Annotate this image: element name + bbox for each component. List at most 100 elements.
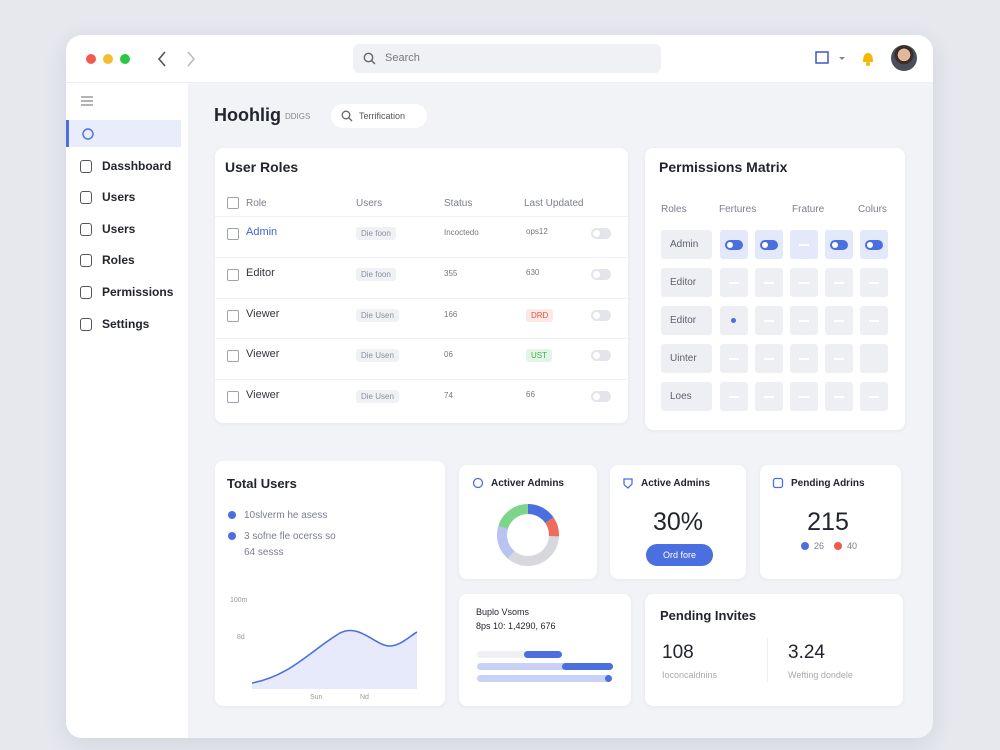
permission-cell[interactable]: [825, 306, 853, 335]
permission-cell[interactable]: [790, 382, 818, 411]
permission-cell[interactable]: [790, 344, 818, 373]
toggle[interactable]: [591, 309, 611, 321]
permission-cell[interactable]: [790, 230, 818, 259]
nav-item[interactable]: Permissions: [102, 284, 174, 299]
nav-item[interactable]: Roles: [102, 253, 135, 268]
status: 166: [444, 309, 458, 319]
sparkline: [251, 629, 418, 689]
permission-cell[interactable]: [860, 230, 888, 259]
close-dot[interactable]: [86, 54, 96, 64]
active-nav[interactable]: [66, 120, 181, 147]
permissions-card: Permissions Matrix Roles Fertures Frature C…: [645, 148, 905, 430]
permission-cell[interactable]: [720, 344, 748, 373]
card-title: Activer Admins: [491, 478, 564, 489]
permission-cell[interactable]: [790, 268, 818, 297]
divider: [767, 638, 768, 682]
active-admins-card: Active Admins 30% Ord fore: [610, 465, 746, 579]
permission-cell[interactable]: [720, 306, 748, 335]
card-icon: [772, 477, 784, 489]
toggle[interactable]: [591, 228, 611, 239]
nav-item[interactable]: Users: [102, 221, 136, 236]
checkbox[interactable]: [227, 197, 239, 209]
column-header: Role: [246, 198, 267, 209]
permission-cell[interactable]: [825, 344, 853, 373]
role-name[interactable]: Viewer: [246, 307, 280, 320]
permission-cell[interactable]: [825, 230, 853, 259]
last-updated: ops12: [526, 227, 548, 236]
permission-cell[interactable]: [755, 230, 783, 259]
user-badge: Die foon: [356, 267, 396, 281]
avatar[interactable]: [891, 45, 917, 71]
permission-cell[interactable]: [720, 230, 748, 259]
role-name[interactable]: Viewer: [246, 348, 280, 361]
permission-cell[interactable]: [860, 382, 888, 411]
nav-icon: [80, 254, 92, 268]
user-badge: Die Usen: [356, 308, 399, 322]
donut: [497, 504, 559, 566]
card-title: Permissions Matrix: [659, 159, 788, 175]
permission-cell[interactable]: [860, 306, 888, 335]
toggle-on: [725, 240, 743, 250]
search-box[interactable]: Search: [353, 44, 661, 73]
nav-arrows[interactable]: [156, 50, 196, 68]
column-header: Roles: [661, 204, 687, 215]
toggle[interactable]: [591, 391, 611, 403]
nav-item[interactable]: Settings: [102, 317, 150, 331]
stat-value: 108: [662, 642, 694, 663]
lang-icon[interactable]: [814, 50, 848, 66]
nav-item[interactable]: Users: [102, 190, 136, 205]
axis-label: 100m: [230, 597, 248, 604]
legend-dot: [801, 542, 809, 550]
checkbox[interactable]: [227, 350, 239, 363]
bell-icon[interactable]: [860, 49, 876, 67]
role-name[interactable]: Editor: [246, 266, 275, 279]
role-label: Loes: [661, 382, 712, 411]
permission-cell[interactable]: [825, 382, 853, 411]
usage-card: Buplo Vsoms 8ps 10: 1,4290, 676: [459, 594, 631, 706]
user-badge: Die Usen: [356, 349, 399, 363]
card-title: Active Admins: [641, 478, 711, 489]
stat-label: Ioconcaldnins: [662, 670, 718, 680]
column-header: Users: [356, 198, 383, 209]
checkbox[interactable]: [227, 309, 239, 322]
permission-cell[interactable]: [825, 268, 853, 297]
permission-cell[interactable]: [720, 268, 748, 297]
checkbox[interactable]: [227, 391, 239, 404]
column-header: Last Updated: [524, 198, 584, 209]
action-button[interactable]: Ord fore: [646, 544, 713, 566]
permission-cell[interactable]: [720, 382, 748, 411]
top-bar: Search: [66, 35, 933, 83]
menu-icon[interactable]: [80, 95, 94, 107]
filter-pill[interactable]: Terrification: [331, 104, 427, 128]
status: Incoctedo: [444, 228, 479, 237]
permission-cell[interactable]: [755, 382, 783, 411]
role-name[interactable]: Admin: [246, 226, 278, 238]
checkbox[interactable]: [227, 268, 239, 281]
role-label: Editor: [661, 306, 712, 335]
search-placeholder: Search: [385, 52, 420, 64]
permission-cell[interactable]: [860, 268, 888, 297]
toggle[interactable]: [591, 350, 611, 362]
user-badge: Die Usen: [356, 390, 399, 404]
nav-item[interactable]: Dasshboard: [102, 159, 172, 173]
checkbox[interactable]: [227, 228, 239, 240]
stat-label: Wefting dondele: [788, 670, 853, 680]
permission-cell[interactable]: [755, 306, 783, 335]
permission-cell[interactable]: [790, 306, 818, 335]
max-dot[interactable]: [120, 54, 130, 64]
role-name[interactable]: Viewer: [246, 389, 280, 402]
bar-fill: [605, 675, 612, 682]
note: 64 sesss: [244, 547, 284, 558]
item-text: 3 sofne fle ocerss so: [244, 531, 336, 542]
legend-dot: [834, 542, 842, 550]
column-header: Colurs: [858, 204, 887, 215]
dropdown[interactable]: DDIGS: [285, 112, 311, 121]
bar-track: [477, 651, 533, 658]
toggle[interactable]: [591, 268, 611, 280]
row-divider: [215, 256, 628, 258]
permission-cell[interactable]: [860, 344, 888, 373]
permission-cell[interactable]: [755, 344, 783, 373]
permission-cell[interactable]: [755, 268, 783, 297]
min-dot[interactable]: [103, 54, 113, 64]
